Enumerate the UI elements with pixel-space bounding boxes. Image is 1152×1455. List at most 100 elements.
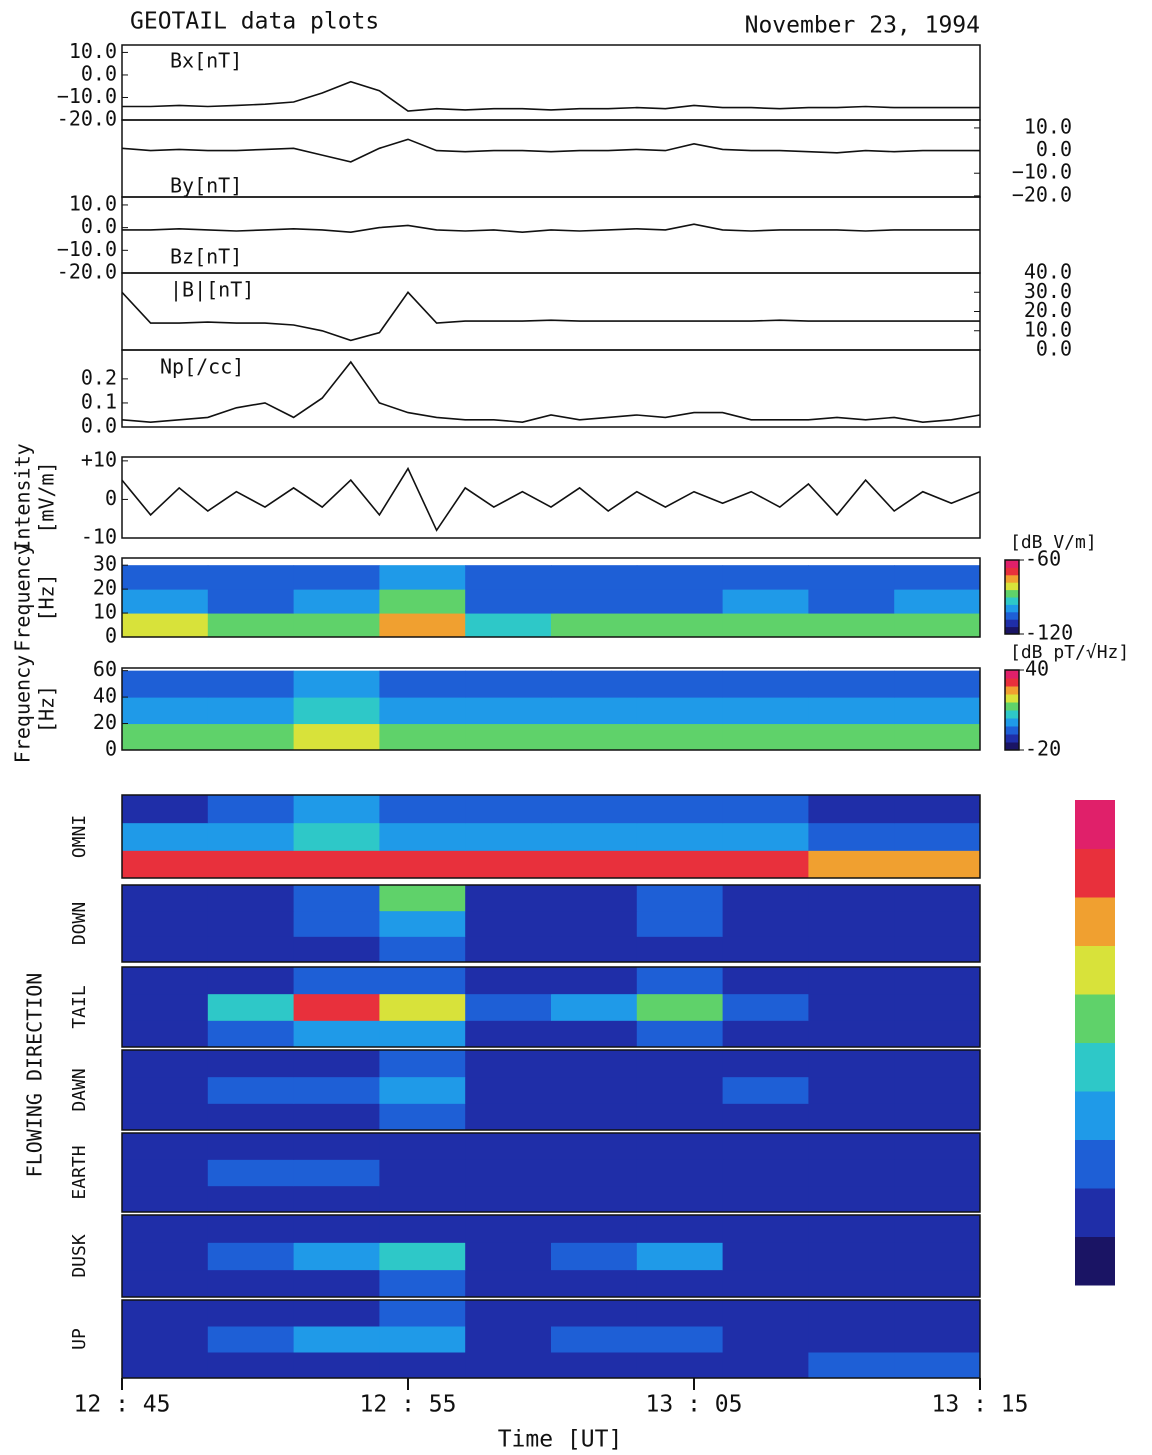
heatmap-cell — [636, 1103, 724, 1131]
heatmap-cell — [722, 589, 809, 614]
heatmap-cell — [122, 723, 209, 751]
panel-frame — [121, 557, 981, 638]
heatmap-cell — [551, 565, 638, 590]
heatmap-cell — [808, 1103, 895, 1131]
heatmap-cell — [293, 723, 380, 751]
heatmap-cell — [894, 670, 981, 698]
heatmap-cell — [551, 885, 638, 912]
heatmap-cell — [636, 1215, 724, 1243]
heatmap-cell — [722, 850, 809, 879]
heatmap-cell — [293, 697, 380, 725]
colorbar-segment — [1005, 597, 1019, 605]
heatmap-cell — [551, 795, 638, 824]
heatmap-cell — [379, 1215, 466, 1243]
y-tick-label: -20.0 — [57, 260, 117, 284]
heatmap-cell — [808, 1133, 895, 1160]
colorbar-segment — [1075, 945, 1115, 995]
heatmap-cell — [122, 1050, 209, 1078]
heatmap-cell — [122, 850, 209, 879]
heatmap-cell — [379, 885, 466, 912]
heatmap-cell — [122, 670, 209, 698]
heatmap-cell — [207, 993, 295, 1021]
heatmap-cell — [551, 1159, 638, 1187]
heatmap-cell — [551, 670, 638, 698]
heatmap-cell — [808, 589, 895, 614]
heatmap-cell — [636, 1269, 724, 1298]
direction-label: DAWN — [69, 1068, 90, 1111]
heatmap-cell — [379, 993, 466, 1021]
heatmap-cell — [207, 850, 295, 879]
heatmap-cell — [379, 1269, 466, 1298]
heatmap-cell — [808, 850, 895, 879]
heatmap-cell — [551, 1103, 638, 1131]
panel-frame — [121, 196, 981, 274]
heatmap-cell — [122, 1242, 209, 1271]
heatmap-cell — [894, 1020, 981, 1048]
heatmap-cell — [293, 1242, 380, 1271]
heatmap-cell — [722, 1133, 809, 1160]
heatmap-cell — [122, 936, 209, 963]
y-tick-label: 10.0 — [69, 191, 117, 215]
y-tick-label: 0 — [105, 624, 117, 648]
heatmap-cell — [722, 697, 809, 725]
panel-frame — [121, 1132, 981, 1213]
y-tick-label: −20.0 — [1012, 182, 1072, 206]
heatmap-cell — [722, 1300, 809, 1327]
heatmap-cell — [122, 1326, 209, 1353]
heatmap-cell — [551, 1050, 638, 1078]
heatmap-cell — [894, 589, 981, 614]
colorbar-title: [dB V/m] — [1010, 532, 1097, 553]
heatmap-cell — [293, 1326, 380, 1353]
y-tick-label: 0.0 — [1036, 337, 1072, 361]
y-tick-label: 20 — [93, 576, 117, 600]
heatmap-cell — [207, 1300, 295, 1327]
y-axis-label: [mV/m] — [35, 461, 59, 533]
data-line — [122, 80, 980, 112]
heatmap-cell — [379, 1103, 466, 1131]
figure-title: GEOTAIL data plots — [130, 9, 379, 35]
heatmap-cell — [551, 1076, 638, 1104]
heatmap-cell — [465, 670, 552, 698]
heatmap-cell — [122, 967, 209, 995]
heatmap-cell — [465, 565, 552, 590]
heatmap-cell — [207, 1242, 295, 1271]
panel-label: Bz[nT] — [170, 245, 242, 269]
heatmap-cell — [293, 1133, 380, 1160]
colorbar-segment — [1005, 604, 1019, 613]
y-tick-label: 40 — [93, 684, 117, 708]
heatmap-cell — [465, 885, 552, 912]
colorbar-tick-label: -120 — [1025, 621, 1073, 645]
heatmap-cell — [894, 1326, 981, 1353]
panel-frame — [121, 1049, 981, 1131]
heatmap-cell — [636, 1352, 724, 1379]
heatmap-cell — [293, 910, 380, 937]
data-line — [122, 223, 980, 234]
heatmap-cell — [894, 1076, 981, 1104]
colorbar-segment — [1005, 567, 1019, 576]
heatmap-cell — [293, 1050, 380, 1078]
heatmap-cell — [894, 993, 981, 1021]
heatmap-cell — [808, 697, 895, 725]
panel-frame — [121, 349, 981, 428]
heatmap-cell — [122, 910, 209, 937]
heatmap-cell — [207, 1352, 295, 1379]
heatmap-cell — [293, 1159, 380, 1187]
heatmap-cell — [293, 1300, 380, 1327]
heatmap-cell — [636, 822, 724, 851]
panel-label: By[nT] — [170, 174, 242, 198]
heatmap-cell — [207, 1020, 295, 1048]
heatmap-cell — [207, 565, 295, 590]
heatmap-cell — [636, 1185, 724, 1213]
direction-label: OMNI — [69, 815, 90, 858]
x-tick-label: 12 : 45 — [74, 1392, 171, 1418]
heatmap-cell — [122, 822, 209, 851]
heatmap-cell — [122, 1352, 209, 1379]
panel-frame — [121, 119, 981, 198]
heatmap-cell — [894, 1133, 981, 1160]
heatmap-cell — [894, 613, 981, 638]
direction-label: DUSK — [69, 1234, 90, 1278]
y-tick-label: 0.0 — [81, 214, 117, 238]
heatmap-cell — [808, 822, 895, 851]
y-axis-label: Intensity — [11, 443, 35, 551]
heatmap-cell — [808, 1242, 895, 1271]
